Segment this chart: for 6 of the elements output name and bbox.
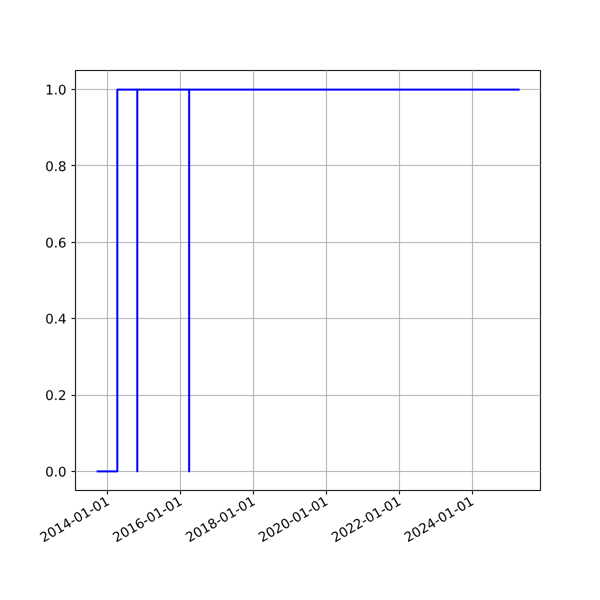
y-tick-label: 0.4: [45, 312, 67, 328]
y-tick-label: 0.2: [45, 389, 67, 404]
y-tick-label: 0.0: [45, 465, 67, 480]
y-tick-label: 1.0: [45, 84, 67, 99]
y-tick-label: 0.8: [45, 160, 67, 175]
y-tick-label: 0.6: [45, 236, 67, 252]
